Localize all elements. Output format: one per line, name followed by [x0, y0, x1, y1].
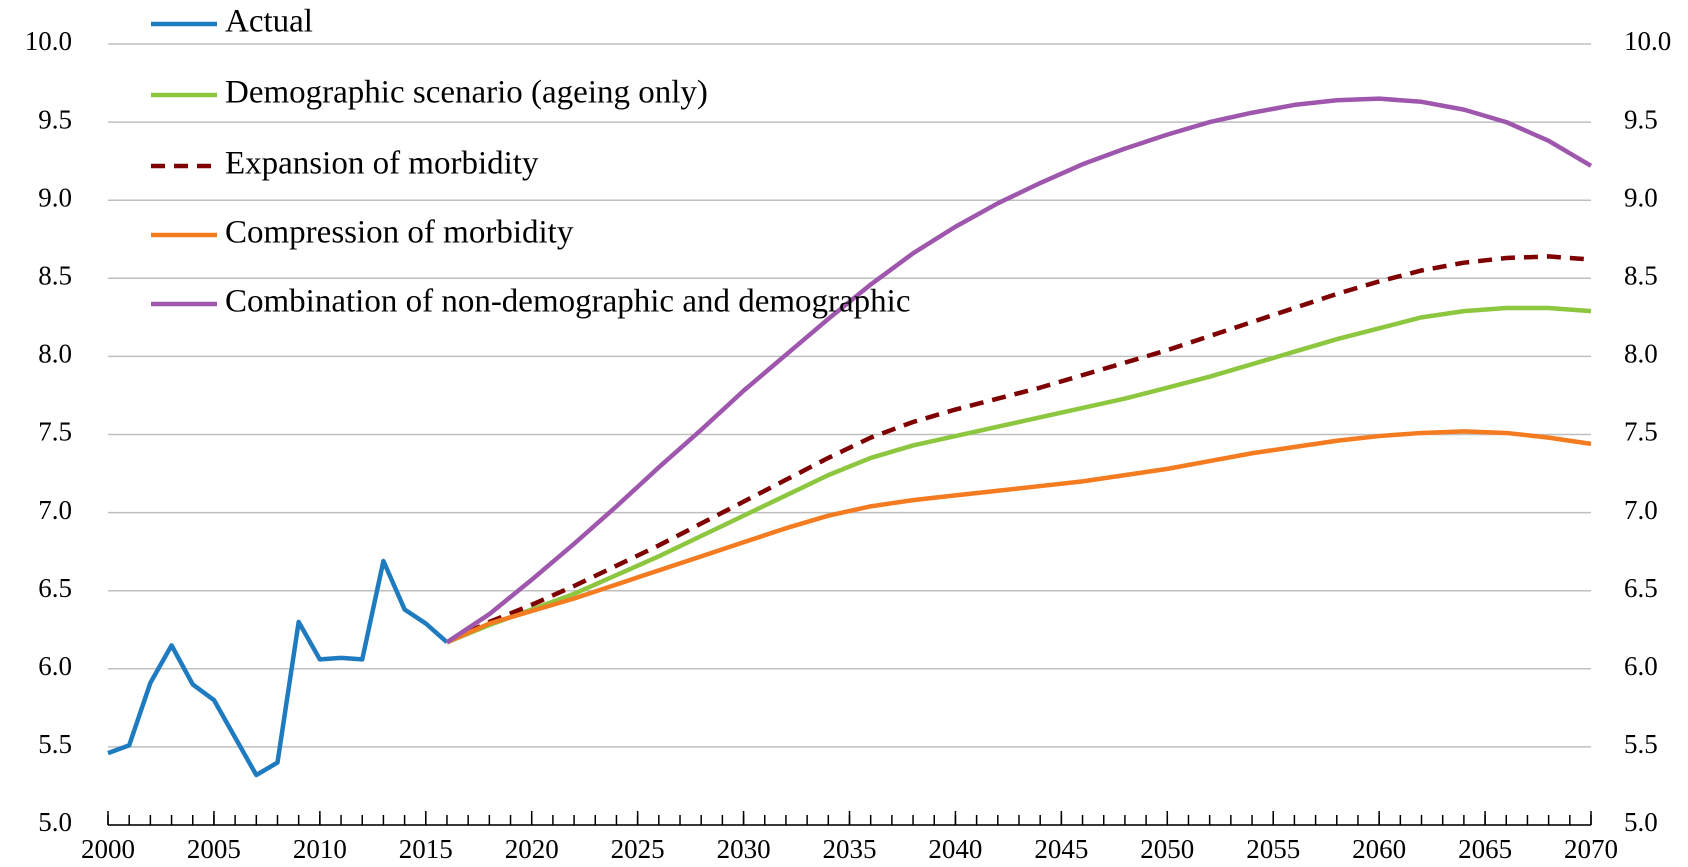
- x-tick-label: 2015: [399, 834, 453, 864]
- y-tick-label: 6.0: [38, 651, 72, 681]
- y2-tick-label: 7.0: [1624, 495, 1658, 525]
- x-tick-label: 2065: [1458, 834, 1512, 864]
- x-tick-label: 2010: [293, 834, 347, 864]
- y-tick-label: 10.0: [25, 26, 72, 56]
- legend-text: Actual: [225, 4, 313, 40]
- x-tick-label: 2060: [1352, 834, 1406, 864]
- y2-tick-label: 6.0: [1624, 651, 1658, 681]
- y2-tick-label: 7.5: [1624, 417, 1658, 447]
- x-tick-label: 2045: [1034, 834, 1088, 864]
- y-tick-label: 9.5: [38, 104, 72, 134]
- legend-text: Demographic scenario (ageing only): [225, 75, 708, 111]
- y2-tick-label: 9.5: [1624, 104, 1658, 134]
- x-tick-label: 2055: [1246, 834, 1300, 864]
- series-line: [446, 305, 1592, 645]
- series-line: [445, 96, 1593, 645]
- legend-text: Combination of non-demographic and demog…: [225, 284, 911, 320]
- y2-tick-label: 5.0: [1624, 807, 1658, 837]
- legend-text: Expansion of morbidity: [225, 146, 539, 182]
- x-tick-label: 2020: [505, 834, 559, 864]
- x-tick-label: 2070: [1564, 834, 1618, 864]
- x-tick-label: 2035: [823, 834, 877, 864]
- y2-tick-label: 5.5: [1624, 729, 1658, 759]
- x-tick-label: 2030: [717, 834, 771, 864]
- x-tick-label: 2050: [1140, 834, 1194, 864]
- y2-tick-label: 6.5: [1624, 573, 1658, 603]
- y-tick-label: 7.5: [38, 417, 72, 447]
- y2-tick-label: 9.0: [1624, 182, 1658, 212]
- y-tick-label: 5.5: [38, 729, 72, 759]
- x-tick-label: 2025: [611, 834, 665, 864]
- x-tick-label: 2005: [187, 834, 241, 864]
- y2-tick-label: 10.0: [1624, 26, 1671, 56]
- series-line: [445, 254, 1592, 645]
- y-tick-label: 5.0: [38, 807, 72, 837]
- y-tick-label: 6.5: [38, 573, 72, 603]
- x-tick-label: 2000: [81, 834, 135, 864]
- y-tick-label: 7.0: [38, 495, 72, 525]
- legend-text: Compression of morbidity: [225, 215, 574, 251]
- y-tick-label: 8.5: [38, 261, 72, 291]
- y2-tick-label: 8.0: [1624, 339, 1658, 369]
- series-line: [446, 429, 1592, 645]
- y2-tick-label: 8.5: [1624, 261, 1658, 291]
- y-tick-label: 9.0: [38, 182, 72, 212]
- y-tick-label: 8.0: [38, 339, 72, 369]
- series-line: [107, 558, 449, 778]
- x-tick-label: 2040: [928, 834, 982, 864]
